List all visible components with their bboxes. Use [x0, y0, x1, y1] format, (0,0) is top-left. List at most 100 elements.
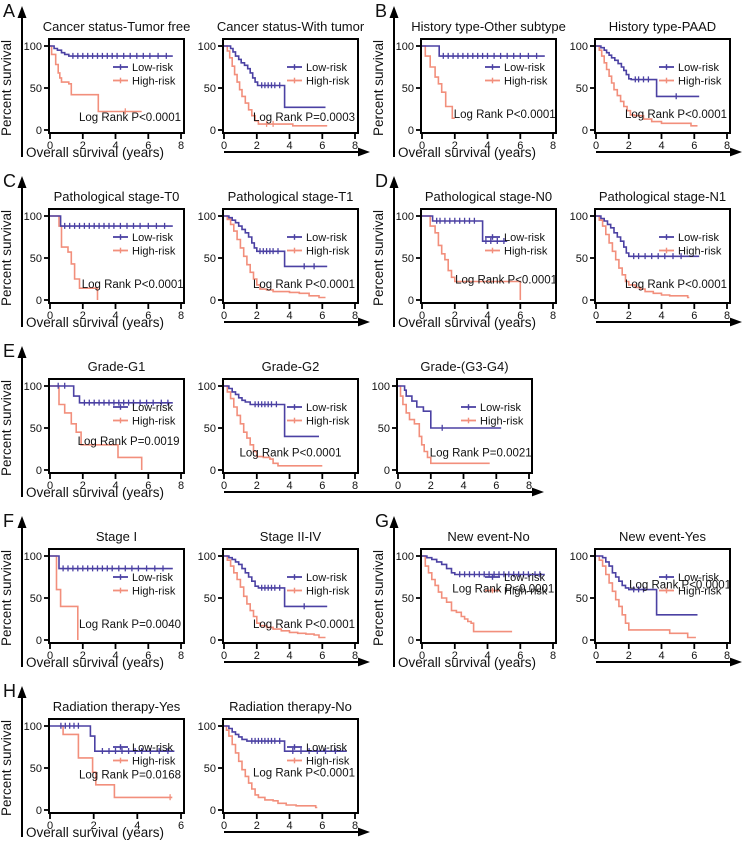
legend-label-low: Low-risk — [306, 402, 347, 414]
plot-title: Cancer status-Tumor free — [43, 19, 191, 34]
x-tick-label: 4 — [286, 480, 292, 492]
panel-b: B Percent survival Overall survival (years… — [372, 1, 742, 160]
x-tick-label: 8 — [724, 650, 730, 662]
plot-title: Stage II-IV — [260, 529, 322, 544]
y-tick-label: 100 — [198, 211, 216, 223]
y-tick-label: 0 — [36, 805, 42, 817]
y-tick-label: 50 — [30, 83, 42, 95]
x-tick-label: 0 — [419, 310, 425, 322]
low-risk-curve — [50, 215, 173, 227]
x-tick-label: 4 — [286, 820, 292, 832]
x-tick-label: 6 — [319, 650, 325, 662]
y-tick-label: 0 — [210, 465, 216, 477]
low-risk-curve — [50, 45, 173, 57]
x-tick-label: 4 — [112, 650, 118, 662]
legend-label-high: High-risk — [678, 75, 722, 87]
x-tick-label: 6 — [145, 140, 151, 152]
panel-letter: E — [3, 341, 15, 361]
y-tick-label: 0 — [36, 295, 42, 307]
x-tick-label: 0 — [47, 310, 53, 322]
logrank-p-label: Log Rank P=0.0168 — [79, 770, 181, 782]
y-tick-label: 100 — [396, 41, 414, 53]
x-axis-label: Overall survival (years) — [398, 315, 536, 330]
plot-box — [420, 548, 557, 644]
x-axis-arrowhead-icon — [358, 317, 370, 327]
x-tick-label: 4 — [286, 650, 292, 662]
y-tick-label: 100 — [570, 551, 588, 563]
x-tick-label: 4 — [112, 480, 118, 492]
x-tick-label: 6 — [517, 310, 523, 322]
plot-box — [396, 378, 533, 474]
legend-label-high: High-risk — [132, 415, 176, 427]
x-axis-label: Overall survival (years) — [26, 145, 164, 160]
y-tick-label: 50 — [204, 763, 216, 775]
y-tick-label: 50 — [402, 253, 414, 265]
x-tick-label: 2 — [626, 140, 632, 152]
logrank-p-label: Log Rank P<0.0001 — [79, 112, 181, 124]
y-axis-arrowhead-icon — [389, 176, 399, 188]
x-tick-label: 0 — [221, 310, 227, 322]
x-axis-label: Overall survival (years) — [398, 655, 536, 670]
high-risk-curve — [596, 555, 696, 639]
plot-title: History type-Other subtype — [411, 19, 566, 34]
panel-letter: F — [3, 511, 14, 531]
legend-label-low: Low-risk — [306, 742, 347, 754]
y-tick-label: 0 — [408, 125, 414, 137]
legend-label-low: Low-risk — [132, 402, 173, 414]
plot-title: Pathological stage-T1 — [228, 189, 354, 204]
y-tick-label: 50 — [204, 83, 216, 95]
x-tick-label: 0 — [395, 480, 401, 492]
plot-box — [420, 208, 557, 304]
y-tick-label: 50 — [204, 253, 216, 265]
plot-title: Pathological stage-N1 — [599, 189, 726, 204]
y-tick-label: 0 — [210, 125, 216, 137]
x-tick-label: 6 — [517, 140, 523, 152]
x-tick-label: 4 — [658, 650, 664, 662]
plot-title: New event-No — [447, 529, 529, 544]
low-risk-curve — [224, 725, 347, 752]
x-tick-label: 6 — [178, 820, 184, 832]
x-tick-label: 2 — [452, 310, 458, 322]
low-risk-curve — [50, 555, 173, 570]
high-risk-curve — [224, 555, 326, 639]
censor-ticks-low — [254, 401, 278, 408]
high-risk-curve — [596, 45, 698, 127]
panel-letter: A — [3, 1, 15, 21]
y-tick-label: 50 — [204, 423, 216, 435]
low-risk-curve — [422, 215, 508, 242]
x-tick-label: 0 — [221, 140, 227, 152]
x-axis-label: Overall survival (years) — [26, 825, 164, 840]
x-tick-label: 0 — [47, 650, 53, 662]
high-risk-curve — [422, 45, 455, 119]
legend-label-low: Low-risk — [306, 232, 347, 244]
censor-ticks-low — [72, 52, 167, 59]
legend-label-high: High-risk — [504, 75, 548, 87]
high-risk-curve — [59, 725, 173, 799]
logrank-p-label: Log Rank P<0.0001 — [629, 580, 731, 592]
x-tick-label: 6 — [319, 480, 325, 492]
logrank-p-label: Log Rank P<0.0001 — [82, 279, 184, 291]
legend-label-low: Low-risk — [504, 62, 545, 74]
x-tick-label: 4 — [460, 480, 466, 492]
x-tick-label: 6 — [493, 480, 499, 492]
y-tick-label: 0 — [408, 635, 414, 647]
x-tick-label: 2 — [254, 820, 260, 832]
x-axis-label: Overall survival (years) — [398, 145, 536, 160]
low-risk-curve — [50, 385, 173, 404]
legend-label-low: Low-risk — [132, 572, 173, 584]
x-axis-label: Overall survival (years) — [26, 315, 164, 330]
x-tick-label: 0 — [47, 140, 53, 152]
x-axis-label: Overall survival (years) — [26, 655, 164, 670]
low-risk-curve — [224, 555, 328, 608]
legend-label-low: Low-risk — [132, 742, 173, 754]
x-tick-label: 2 — [80, 310, 86, 322]
x-axis-arrowhead-icon — [358, 657, 370, 667]
censor-ticks-low — [60, 722, 169, 754]
y-tick-label: 0 — [210, 805, 216, 817]
y-tick-label: 0 — [36, 465, 42, 477]
plot-title: Grade-(G3-G4) — [420, 359, 508, 374]
y-axis-label: Percent survival — [372, 550, 386, 646]
x-tick-label: 8 — [178, 140, 184, 152]
high-risk-curve — [596, 215, 690, 299]
